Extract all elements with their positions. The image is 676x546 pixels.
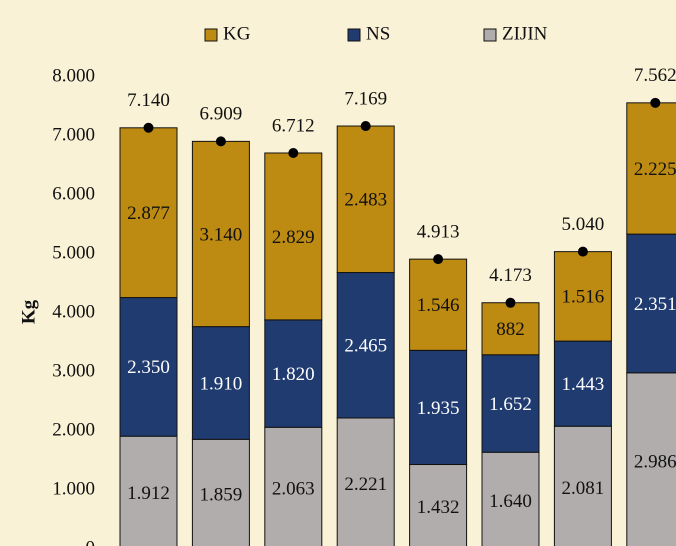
legend-label: ZIJIN	[502, 23, 548, 44]
y-tick-label: 4.000	[52, 301, 95, 322]
data-label: 1.652	[489, 394, 532, 415]
total-label: 5.040	[562, 214, 605, 235]
data-label: 2.483	[344, 190, 387, 211]
bar-segment	[481, 302, 540, 356]
bar-segment	[336, 125, 395, 274]
total-marker	[650, 97, 661, 108]
total-label: 7.169	[344, 88, 387, 109]
bar-segment	[409, 349, 468, 466]
data-label: 1.820	[272, 364, 315, 385]
bar-segment	[119, 435, 178, 546]
legend-label: KG	[223, 23, 251, 44]
bar-segment	[409, 258, 468, 351]
total-label: 6.909	[200, 104, 243, 125]
data-label: 2.829	[272, 227, 315, 248]
data-label: 1.935	[417, 398, 460, 419]
total-marker	[215, 136, 226, 147]
bar-segment	[119, 297, 178, 437]
data-label: 2.350	[127, 357, 170, 378]
data-label: 1.859	[200, 485, 243, 506]
bar-segment	[336, 272, 395, 419]
data-label: 2.225	[634, 159, 676, 180]
total-marker	[143, 122, 154, 133]
y-tick-label: 2.000	[52, 419, 95, 440]
data-label: 1.910	[200, 373, 243, 394]
bar-segment	[626, 372, 676, 546]
bar-segment	[553, 425, 612, 546]
y-axis-label: Kg	[18, 299, 39, 324]
y-tick-label: 3.000	[52, 360, 95, 381]
data-label: 1.912	[127, 483, 170, 504]
total-marker	[505, 297, 516, 308]
bar-segment	[553, 251, 612, 342]
data-label: 1.546	[417, 295, 460, 316]
bar-segment	[191, 438, 250, 546]
data-label: 1.443	[562, 374, 605, 395]
y-tick-label: 6.000	[52, 183, 95, 204]
data-label: 1.432	[417, 497, 460, 518]
total-label: 4.913	[417, 221, 460, 242]
data-label: 2.221	[344, 474, 387, 495]
data-label: 2.351	[634, 294, 676, 315]
bar-segment	[191, 140, 250, 328]
legend-swatch	[204, 28, 218, 42]
bar-segment	[626, 233, 676, 374]
data-label: 882	[496, 319, 525, 340]
total-label: 7.562	[634, 65, 676, 86]
data-label: 3.140	[200, 224, 243, 245]
total-marker	[433, 254, 444, 265]
bar-segment	[553, 340, 612, 427]
bar-segment	[191, 326, 250, 440]
data-label: 2.986	[634, 451, 676, 472]
bar-segment	[264, 426, 323, 546]
legend-swatch	[347, 28, 361, 42]
total-label: 4.173	[489, 265, 532, 286]
data-label: 2.063	[272, 479, 315, 500]
total-marker	[577, 246, 588, 257]
legend-label: NS	[366, 23, 390, 44]
total-label: 6.712	[272, 115, 315, 136]
bar-segment	[264, 319, 323, 428]
bar-segment	[119, 127, 178, 299]
y-tick-label: 5.000	[52, 242, 95, 263]
data-label: 2.877	[127, 203, 170, 224]
data-label: 1.516	[562, 287, 605, 308]
legend-swatch	[483, 28, 497, 42]
y-tick-label: 1.000	[52, 478, 95, 499]
total-label: 7.140	[127, 90, 170, 111]
data-label: 2.465	[344, 336, 387, 357]
y-tick-label: 8.000	[52, 65, 95, 86]
total-marker	[288, 147, 299, 158]
bar-segment	[264, 152, 323, 321]
y-tick-label: 0	[86, 537, 96, 546]
bar-segment	[481, 354, 540, 453]
data-label: 1.640	[489, 491, 532, 512]
data-label: 2.081	[562, 478, 605, 499]
total-marker	[360, 121, 371, 132]
y-tick-label: 7.000	[52, 124, 95, 145]
